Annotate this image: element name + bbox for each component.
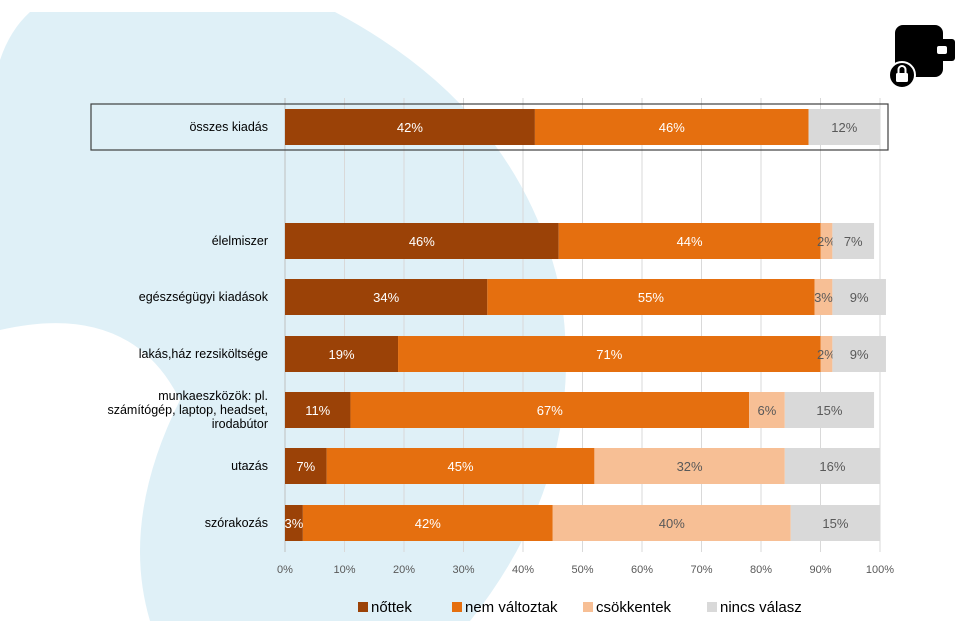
x-tick-label: 80% bbox=[750, 564, 772, 576]
data-label: 2% bbox=[817, 347, 836, 362]
data-label: 46% bbox=[659, 120, 685, 135]
legend-item: nincs válasz bbox=[707, 599, 802, 616]
bar-segment bbox=[285, 109, 535, 145]
data-label: 45% bbox=[448, 459, 474, 474]
category-label: egészségügyi kiadások bbox=[139, 290, 269, 304]
x-tick-label: 70% bbox=[690, 564, 712, 576]
legend-item: nőttek bbox=[358, 599, 412, 616]
x-tick-label: 10% bbox=[333, 564, 355, 576]
x-tick-label: 50% bbox=[571, 564, 593, 576]
data-label: 15% bbox=[822, 516, 848, 531]
bar-segment bbox=[285, 505, 303, 541]
data-label: 7% bbox=[296, 459, 315, 474]
bar-segment bbox=[749, 392, 785, 428]
bar-segment bbox=[285, 223, 559, 259]
data-label: 55% bbox=[638, 290, 664, 305]
bar-segment bbox=[398, 336, 821, 372]
data-label: 9% bbox=[850, 347, 869, 362]
bar-segment bbox=[326, 448, 595, 484]
x-tick-label: 0% bbox=[277, 564, 293, 576]
legend-swatch bbox=[452, 602, 462, 612]
bar-segment bbox=[814, 279, 833, 315]
bar-segment bbox=[285, 392, 351, 428]
data-label: 71% bbox=[596, 347, 622, 362]
wallet-lock-icon bbox=[888, 25, 955, 89]
bar-segment bbox=[790, 505, 880, 541]
bar-segment bbox=[285, 279, 488, 315]
data-label: 3% bbox=[814, 290, 833, 305]
x-tick-label: 100% bbox=[866, 564, 894, 576]
category-label: munkaeszközök: pl. számítógép, laptop, he… bbox=[107, 389, 268, 431]
legend-label: nincs válasz bbox=[720, 599, 802, 616]
bar-segment bbox=[808, 109, 880, 145]
bar-segment bbox=[832, 336, 886, 372]
bar-segment bbox=[832, 223, 875, 259]
bar-segment bbox=[487, 279, 815, 315]
data-label: 42% bbox=[397, 120, 423, 135]
data-label: 15% bbox=[816, 403, 842, 418]
data-label: 19% bbox=[329, 347, 355, 362]
category-label: utazás bbox=[231, 459, 268, 473]
bar-segment bbox=[285, 448, 327, 484]
data-label: 67% bbox=[537, 403, 563, 418]
x-tick-label: 20% bbox=[393, 564, 415, 576]
bar-segment bbox=[820, 336, 833, 372]
data-label: 34% bbox=[373, 290, 399, 305]
data-label: 42% bbox=[415, 516, 441, 531]
category-label: összes kiadás bbox=[189, 120, 268, 134]
category-label: szórakozás bbox=[205, 516, 268, 530]
data-label: 6% bbox=[758, 403, 777, 418]
bar-segment bbox=[832, 279, 886, 315]
bar-segment bbox=[302, 505, 553, 541]
bar-segment bbox=[594, 448, 785, 484]
legend-item: nem változtak bbox=[452, 599, 558, 616]
x-tick-label: 90% bbox=[809, 564, 831, 576]
data-label: 40% bbox=[659, 516, 685, 531]
x-tick-label: 40% bbox=[512, 564, 534, 576]
legend-swatch bbox=[358, 602, 368, 612]
data-label: 44% bbox=[677, 234, 703, 249]
highlight-box bbox=[90, 103, 889, 151]
data-label: 3% bbox=[285, 516, 304, 531]
bar-segment bbox=[558, 223, 821, 259]
data-label: 7% bbox=[844, 234, 863, 249]
data-label: 9% bbox=[850, 290, 869, 305]
data-label: 16% bbox=[819, 459, 845, 474]
data-label: 11% bbox=[305, 403, 330, 418]
category-label: lakás,ház rezsiköltsége bbox=[139, 347, 268, 361]
legend-swatch bbox=[583, 602, 593, 612]
data-label: 12% bbox=[831, 120, 857, 135]
category-label: élelmiszer bbox=[212, 234, 268, 248]
legend-label: nem változtak bbox=[465, 599, 558, 616]
data-label: 2% bbox=[817, 234, 836, 249]
bar-segment bbox=[552, 505, 791, 541]
legend-item: csökkentek bbox=[583, 599, 672, 616]
x-tick-label: 30% bbox=[452, 564, 474, 576]
x-tick-label: 60% bbox=[631, 564, 653, 576]
bar-segment bbox=[534, 109, 809, 145]
bar-segment bbox=[285, 336, 399, 372]
legend-swatch bbox=[707, 602, 717, 612]
legend-label: nőttek bbox=[371, 599, 412, 616]
bar-segment bbox=[350, 392, 750, 428]
legend-label: csökkentek bbox=[596, 599, 672, 616]
bar-segment bbox=[784, 392, 875, 428]
data-label: 46% bbox=[409, 234, 435, 249]
data-label: 32% bbox=[677, 459, 703, 474]
bar-segment bbox=[820, 223, 833, 259]
bar-segment bbox=[784, 448, 880, 484]
